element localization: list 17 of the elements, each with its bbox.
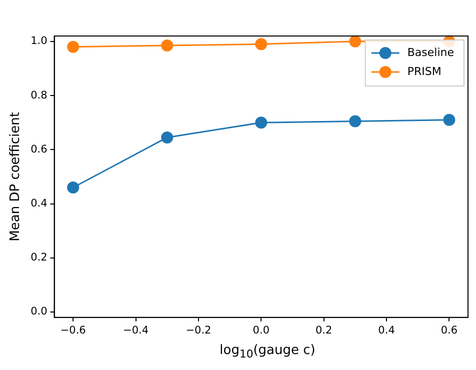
- x-axis-title: log$_{10}$(gauge c): [218, 343, 316, 361]
- legend-label: PRISM: [407, 64, 442, 78]
- y-tick-label: 0.0: [30, 306, 48, 318]
- y-tick-label: 1.0: [30, 35, 48, 48]
- y-tick-label: 0.2: [30, 252, 48, 264]
- x-tick-label: −0.2: [186, 324, 212, 336]
- x-tick-label: 0.2: [315, 324, 332, 336]
- x-tick-label: −0.4: [123, 324, 149, 336]
- x-tick-label: 0.0: [252, 324, 270, 336]
- x-tick-label: −0.6: [60, 324, 86, 336]
- y-axis-title: Mean DP coefficient: [8, 112, 24, 242]
- x-tick-label: 0.4: [378, 324, 396, 336]
- x-tick-label: 0.6: [440, 324, 458, 336]
- y-tick-label: 0.6: [30, 143, 48, 156]
- legend-label: Baseline: [407, 46, 454, 59]
- y-tick-label: 0.8: [30, 89, 48, 102]
- y-tick-label: 0.4: [30, 197, 48, 210]
